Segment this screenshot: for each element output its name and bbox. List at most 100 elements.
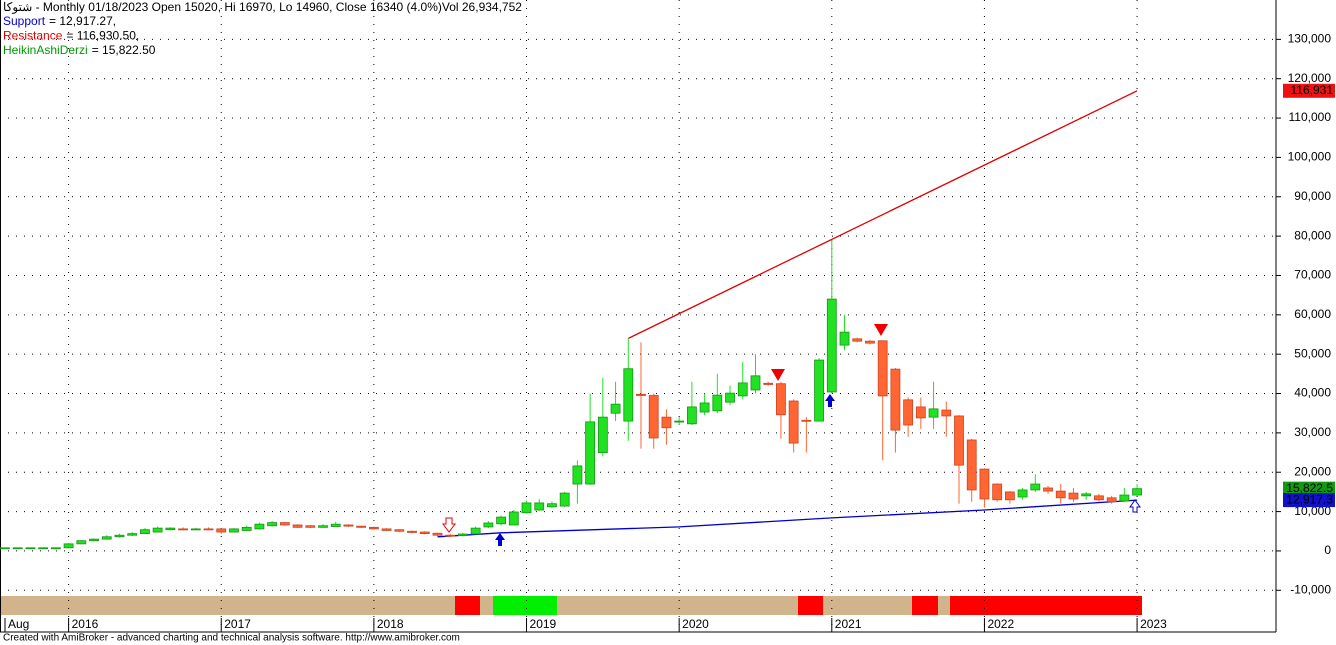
- candle-body: [318, 525, 328, 528]
- candle-body: [267, 522, 278, 527]
- candle-body: [1055, 490, 1066, 499]
- candle-body: [445, 534, 456, 537]
- x-tick-label: Aug: [8, 617, 29, 631]
- sell-signal: [874, 324, 888, 336]
- candle-body: [954, 415, 964, 466]
- candle-body: [788, 400, 799, 444]
- footer: Created with AmiBroker - advanced charti…: [3, 633, 460, 644]
- candle-body: [101, 536, 112, 540]
- candle-body: [483, 522, 494, 528]
- candle-body: [1068, 492, 1079, 500]
- candle-body: [330, 523, 341, 527]
- y-tick-label: 90,000: [1294, 189, 1331, 203]
- candle-body: [63, 543, 74, 549]
- candle-body: [165, 527, 176, 531]
- candle-body: [496, 516, 506, 525]
- x-tick-label: 2021: [835, 617, 862, 631]
- candle-body: [394, 529, 405, 532]
- candle-body: [419, 531, 430, 535]
- legend-value: = 12,917.27,: [49, 14, 116, 28]
- candle-body: [865, 340, 875, 344]
- candle-body: [1132, 488, 1142, 496]
- candle-body: [190, 528, 201, 531]
- candle-body: [127, 533, 138, 536]
- candle-body: [470, 527, 481, 535]
- ribbon-segment: [493, 596, 557, 615]
- candle-body: [852, 338, 863, 342]
- candle-body: [343, 524, 354, 527]
- ribbon-segment: [455, 596, 480, 615]
- candle-body: [1043, 487, 1053, 492]
- ribbon-segment: [1, 596, 1142, 615]
- candle-body: [877, 340, 888, 397]
- candle-body: [547, 503, 557, 508]
- candle-body: [636, 393, 646, 396]
- candle-body: [50, 547, 61, 550]
- candle-body: [763, 382, 774, 385]
- price-label-box: [1283, 83, 1335, 98]
- series-line: [437, 499, 1138, 538]
- candle-body: [229, 528, 239, 533]
- y-tick-label: 100,000: [1288, 150, 1332, 164]
- candle-body: [432, 532, 443, 536]
- candle-body: [725, 392, 735, 403]
- x-tick-label: 2016: [72, 617, 99, 631]
- candle-body: [508, 511, 519, 526]
- candle-body: [356, 525, 367, 528]
- candle-body: [623, 368, 634, 422]
- candle-body: [801, 419, 812, 422]
- price-label-box: [1283, 493, 1335, 508]
- candle-body: [890, 368, 901, 431]
- candle-body: [597, 416, 608, 453]
- candle-body: [279, 522, 290, 526]
- legend-entry: Support = 12,917.27,: [3, 14, 116, 28]
- candle-body: [699, 402, 710, 413]
- candle-body: [140, 529, 150, 535]
- sell-signal: [771, 369, 785, 381]
- y-tick-label: 60,000: [1294, 307, 1331, 321]
- y-tick-label: 0: [1324, 543, 1331, 557]
- candle-body: [648, 395, 659, 439]
- legend-name: HeikinAshiDerzi: [3, 43, 88, 57]
- candle-body: [1119, 494, 1130, 502]
- candle-body: [686, 406, 697, 425]
- legend-name: Support: [3, 14, 46, 28]
- candle-body: [674, 420, 685, 423]
- price-label: 15,822.5: [1286, 481, 1333, 495]
- candle-body: [814, 359, 824, 422]
- candle-body: [572, 465, 583, 485]
- candle-body: [1030, 483, 1041, 491]
- candle-body: [1081, 493, 1092, 497]
- legend-value: = 15,822.50: [92, 43, 156, 57]
- candle-body: [992, 483, 1003, 501]
- candle-body: [458, 533, 468, 536]
- y-tick-label: 20,000: [1294, 464, 1331, 478]
- candle-body: [38, 547, 49, 550]
- candle-body: [610, 403, 621, 414]
- y-tick-label: 120,000: [1288, 71, 1332, 85]
- candle-body: [903, 399, 914, 426]
- y-tick-label: -10,000: [1290, 582, 1331, 596]
- legend-value: = 116,930.50,: [66, 29, 139, 43]
- legend-name: Resistance: [3, 29, 63, 43]
- x-tick-label: 2022: [987, 617, 1014, 631]
- x-tick-label: 2019: [530, 617, 557, 631]
- x-tick-label: 2023: [1140, 617, 1167, 631]
- buy-signal: [825, 394, 835, 407]
- candle-body: [1094, 495, 1104, 501]
- sell-signal: [442, 517, 456, 533]
- plot: [0, 0, 1276, 632]
- candle-body: [1106, 497, 1117, 503]
- candle-body: [712, 394, 723, 412]
- y-tick-label: 70,000: [1294, 268, 1331, 282]
- candle-body: [241, 526, 252, 531]
- candle-body: [25, 547, 36, 550]
- candle-body: [915, 406, 926, 419]
- candle-body: [292, 524, 303, 528]
- candle-body: [178, 528, 188, 531]
- candle-body: [1004, 491, 1015, 501]
- candle-body: [1017, 489, 1028, 498]
